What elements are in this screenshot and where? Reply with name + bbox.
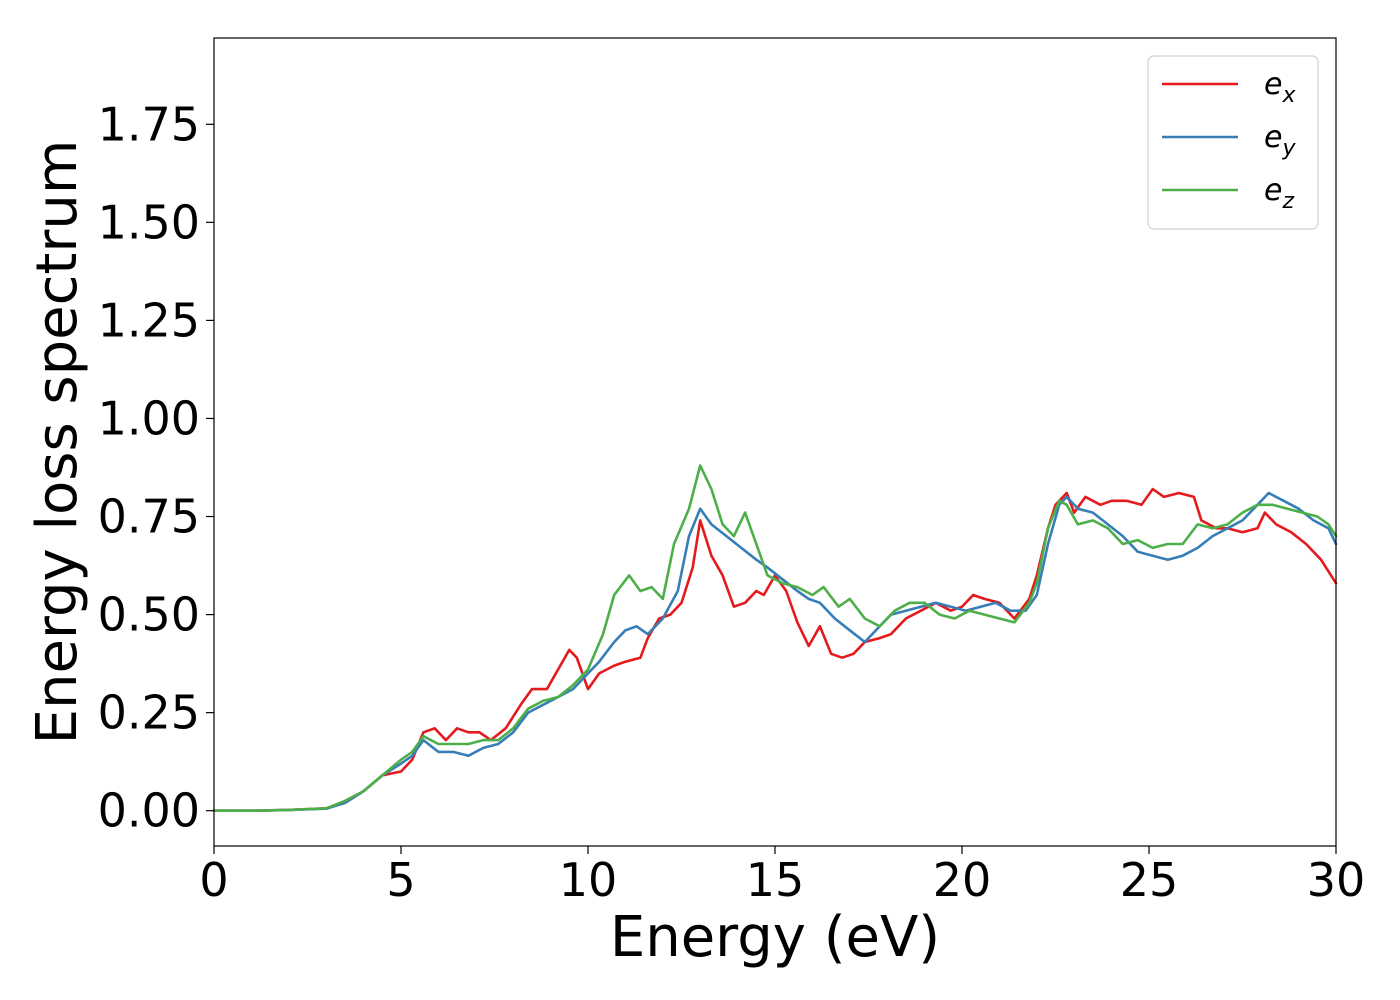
legend-label-subscript: z (1281, 189, 1294, 214)
series-line-x (212, 487, 1338, 812)
x-tick-label: 5 (386, 853, 415, 907)
x-tick-label: 15 (746, 853, 805, 907)
legend-label-base: e (1264, 173, 1282, 208)
x-tick-label: 10 (559, 853, 618, 907)
y-tick-label: 1.25 (98, 293, 200, 347)
legend-label-base: e (1264, 120, 1282, 155)
x-tick-label: 30 (1307, 853, 1366, 907)
y-tick-label: 0.50 (98, 588, 200, 642)
y-tick-label: 0.00 (98, 784, 200, 838)
y-tick-label: 1.00 (98, 391, 200, 445)
series-line-z (212, 464, 1338, 812)
y-tick-label: 1.75 (98, 97, 200, 151)
y-axis-ticks: 0.00 0.25 0.50 0.75 1.00 1.25 1.50 1.75 (98, 97, 214, 838)
x-tick-label: 25 (1120, 853, 1179, 907)
legend-label-subscript: y (1281, 136, 1296, 161)
legend-label-y: ey (1264, 120, 1296, 161)
series-line-y (212, 491, 1338, 812)
x-tick-label: 20 (933, 853, 992, 907)
y-tick-label: 1.50 (98, 195, 200, 249)
legend-label-subscript: x (1281, 83, 1296, 108)
x-axis-ticks: 0 5 10 15 20 25 30 (199, 846, 1365, 907)
legend-box (1147, 55, 1319, 230)
y-axis-title: Energy loss spectrum (25, 140, 90, 745)
y-tick-label: 0.75 (98, 490, 200, 544)
legend-label-z: ez (1264, 173, 1294, 214)
x-tick-label: 0 (199, 853, 228, 907)
series-layer (212, 464, 1338, 812)
x-axis-title: Energy (eV) (610, 905, 940, 970)
legend-label-base: e (1264, 67, 1282, 102)
y-tick-label: 0.25 (98, 686, 200, 740)
legend-label-x: ex (1264, 67, 1296, 108)
